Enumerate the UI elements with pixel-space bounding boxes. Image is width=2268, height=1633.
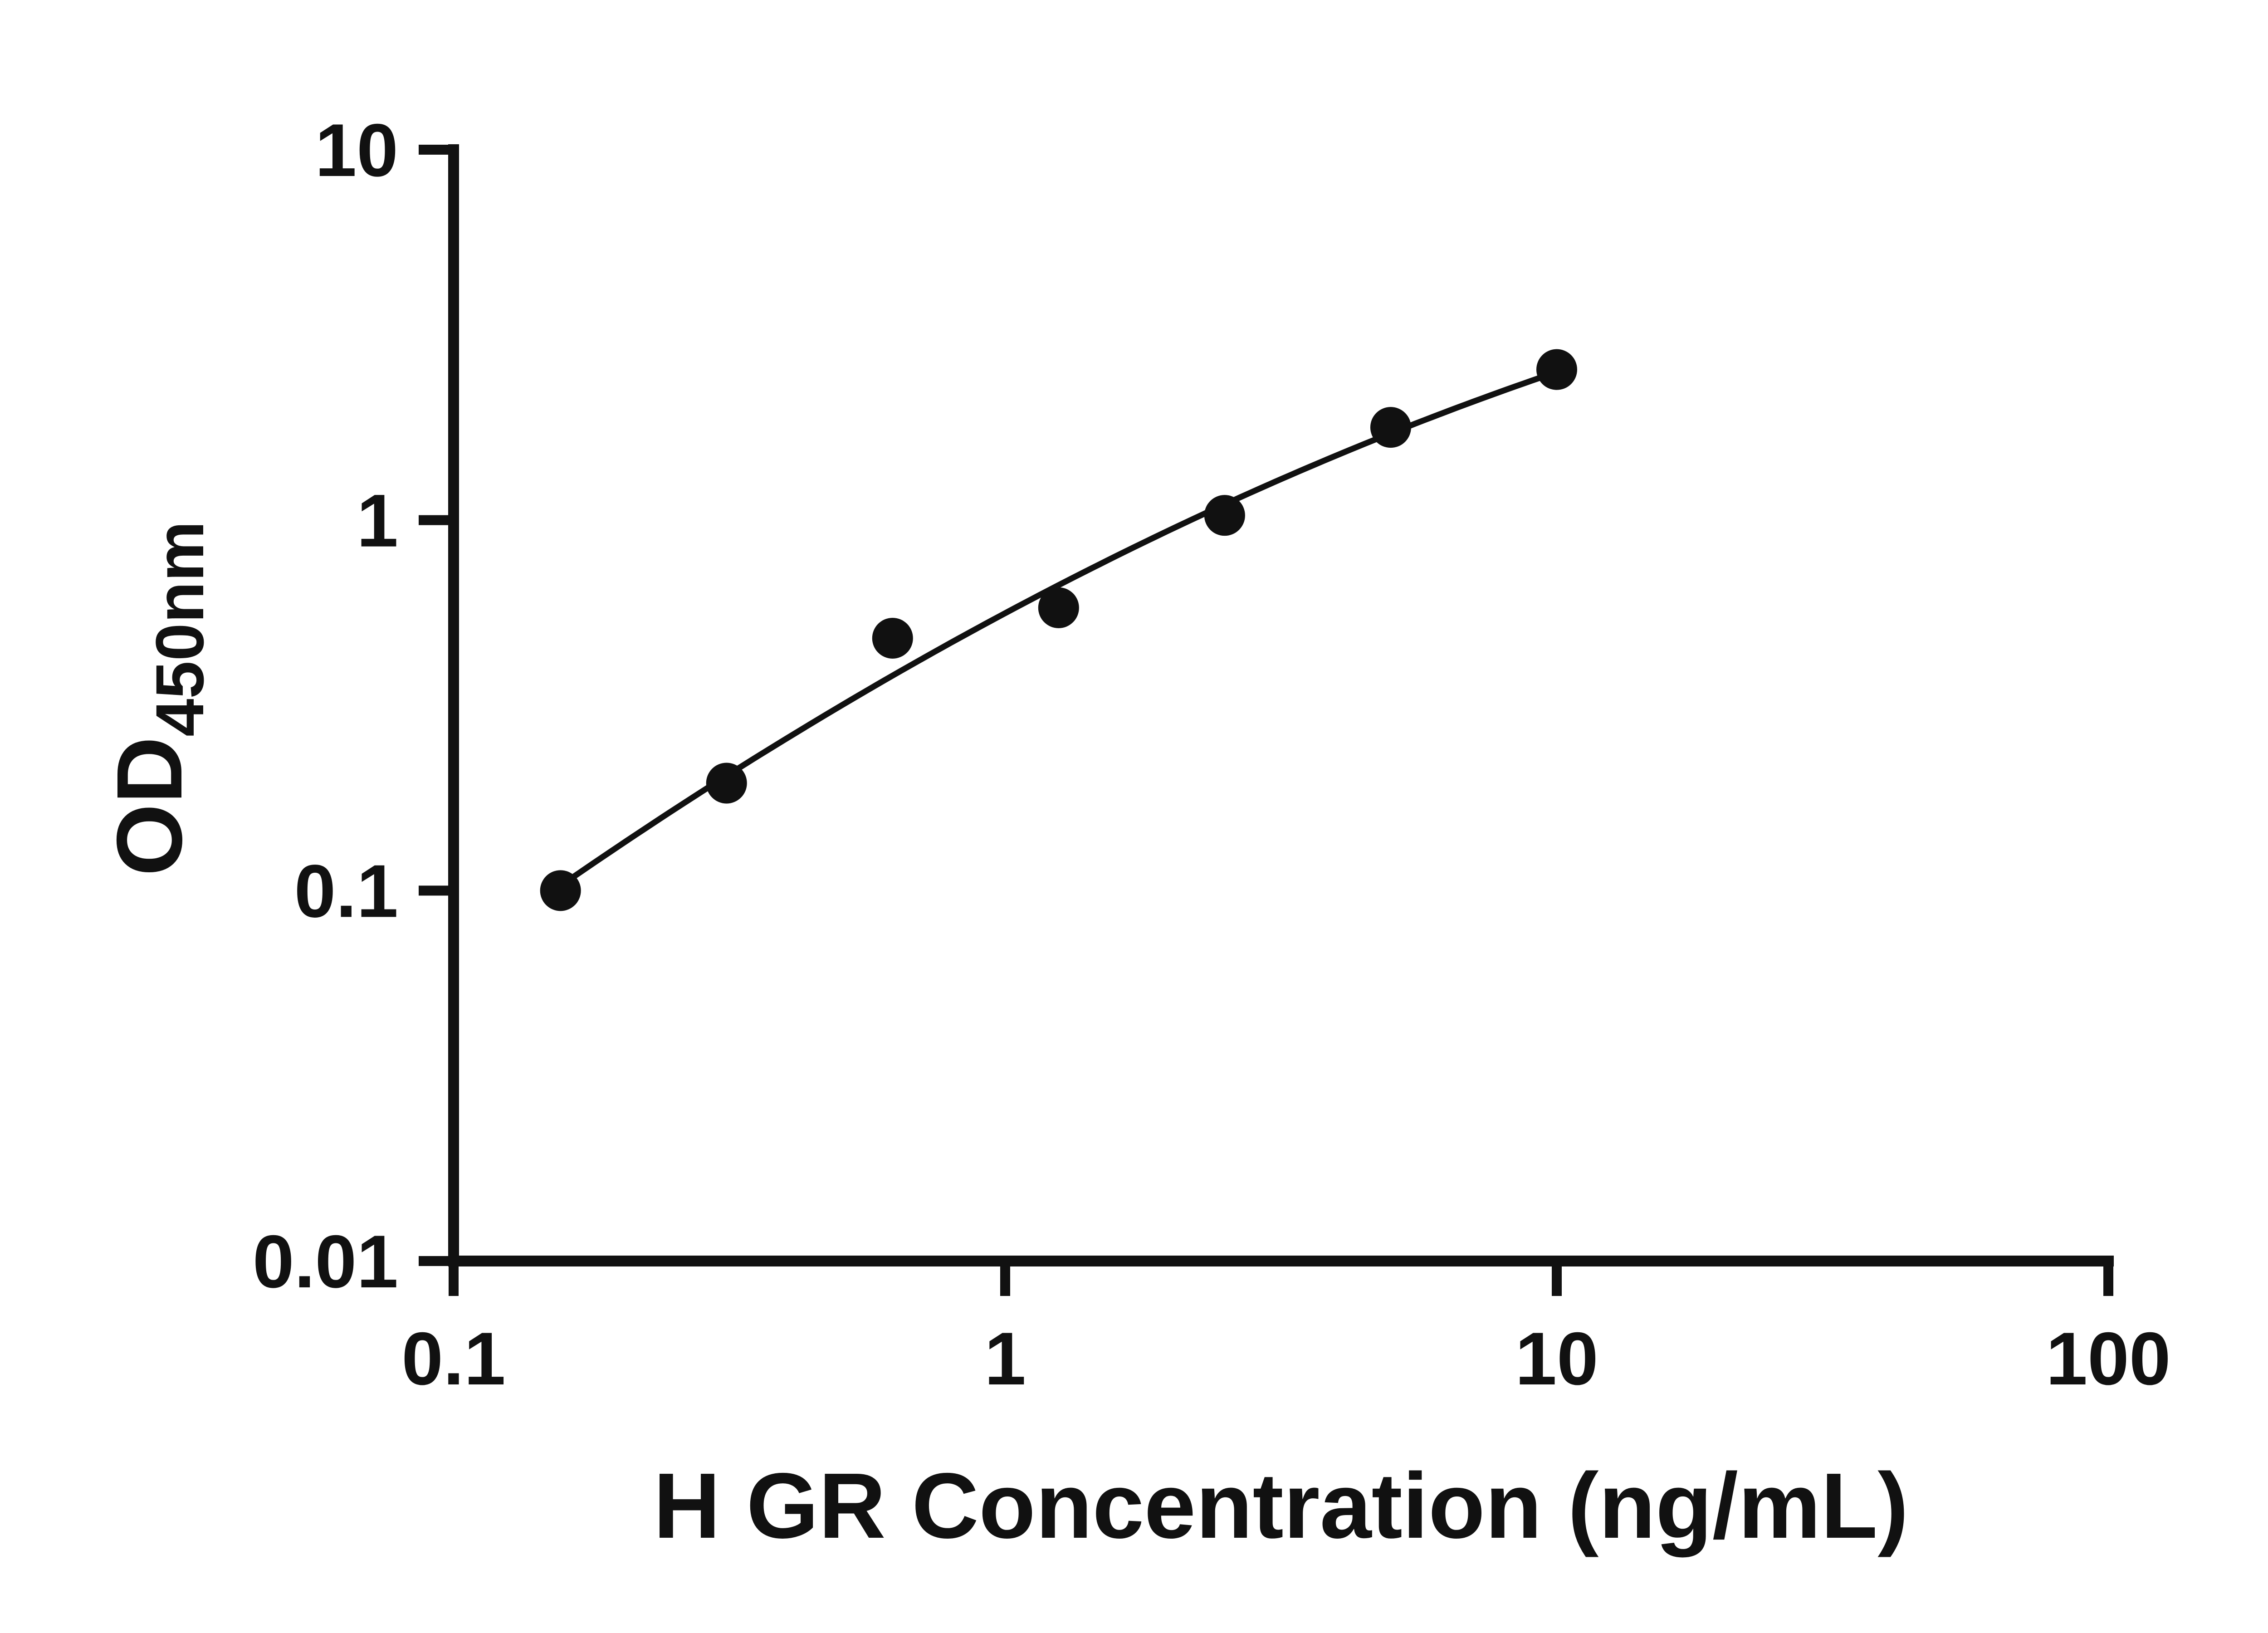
x-tick-label: 10: [1515, 1317, 1598, 1400]
y-axis-title: OD450nm: [98, 521, 218, 876]
y-axis-title-main: OD: [98, 737, 201, 876]
data-point: [1038, 587, 1079, 628]
data-point: [1536, 349, 1577, 390]
y-tick-label: 0.1: [294, 849, 398, 933]
fit-curve: [557, 369, 1560, 889]
data-point: [706, 763, 747, 804]
data-points: [540, 349, 1577, 911]
y-axis-title-subscript: 450nm: [142, 521, 218, 737]
x-axis-title: H GR Concentration (ng/mL): [653, 1454, 1908, 1558]
axes: [448, 144, 2114, 1266]
data-point: [872, 617, 913, 659]
x-tick-label: 0.1: [401, 1317, 505, 1400]
tick-marks: [419, 145, 2113, 1296]
data-point: [1204, 495, 1245, 536]
y-tick-label: 0.01: [253, 1220, 398, 1303]
y-tick-label: 10: [315, 108, 398, 192]
standard-curve-line: [557, 369, 1560, 889]
y-tick-label: 1: [357, 479, 398, 562]
data-point: [540, 870, 581, 911]
data-point: [1370, 407, 1411, 448]
x-tick-label: 1: [984, 1317, 1026, 1400]
x-tick-label: 100: [2046, 1317, 2170, 1400]
